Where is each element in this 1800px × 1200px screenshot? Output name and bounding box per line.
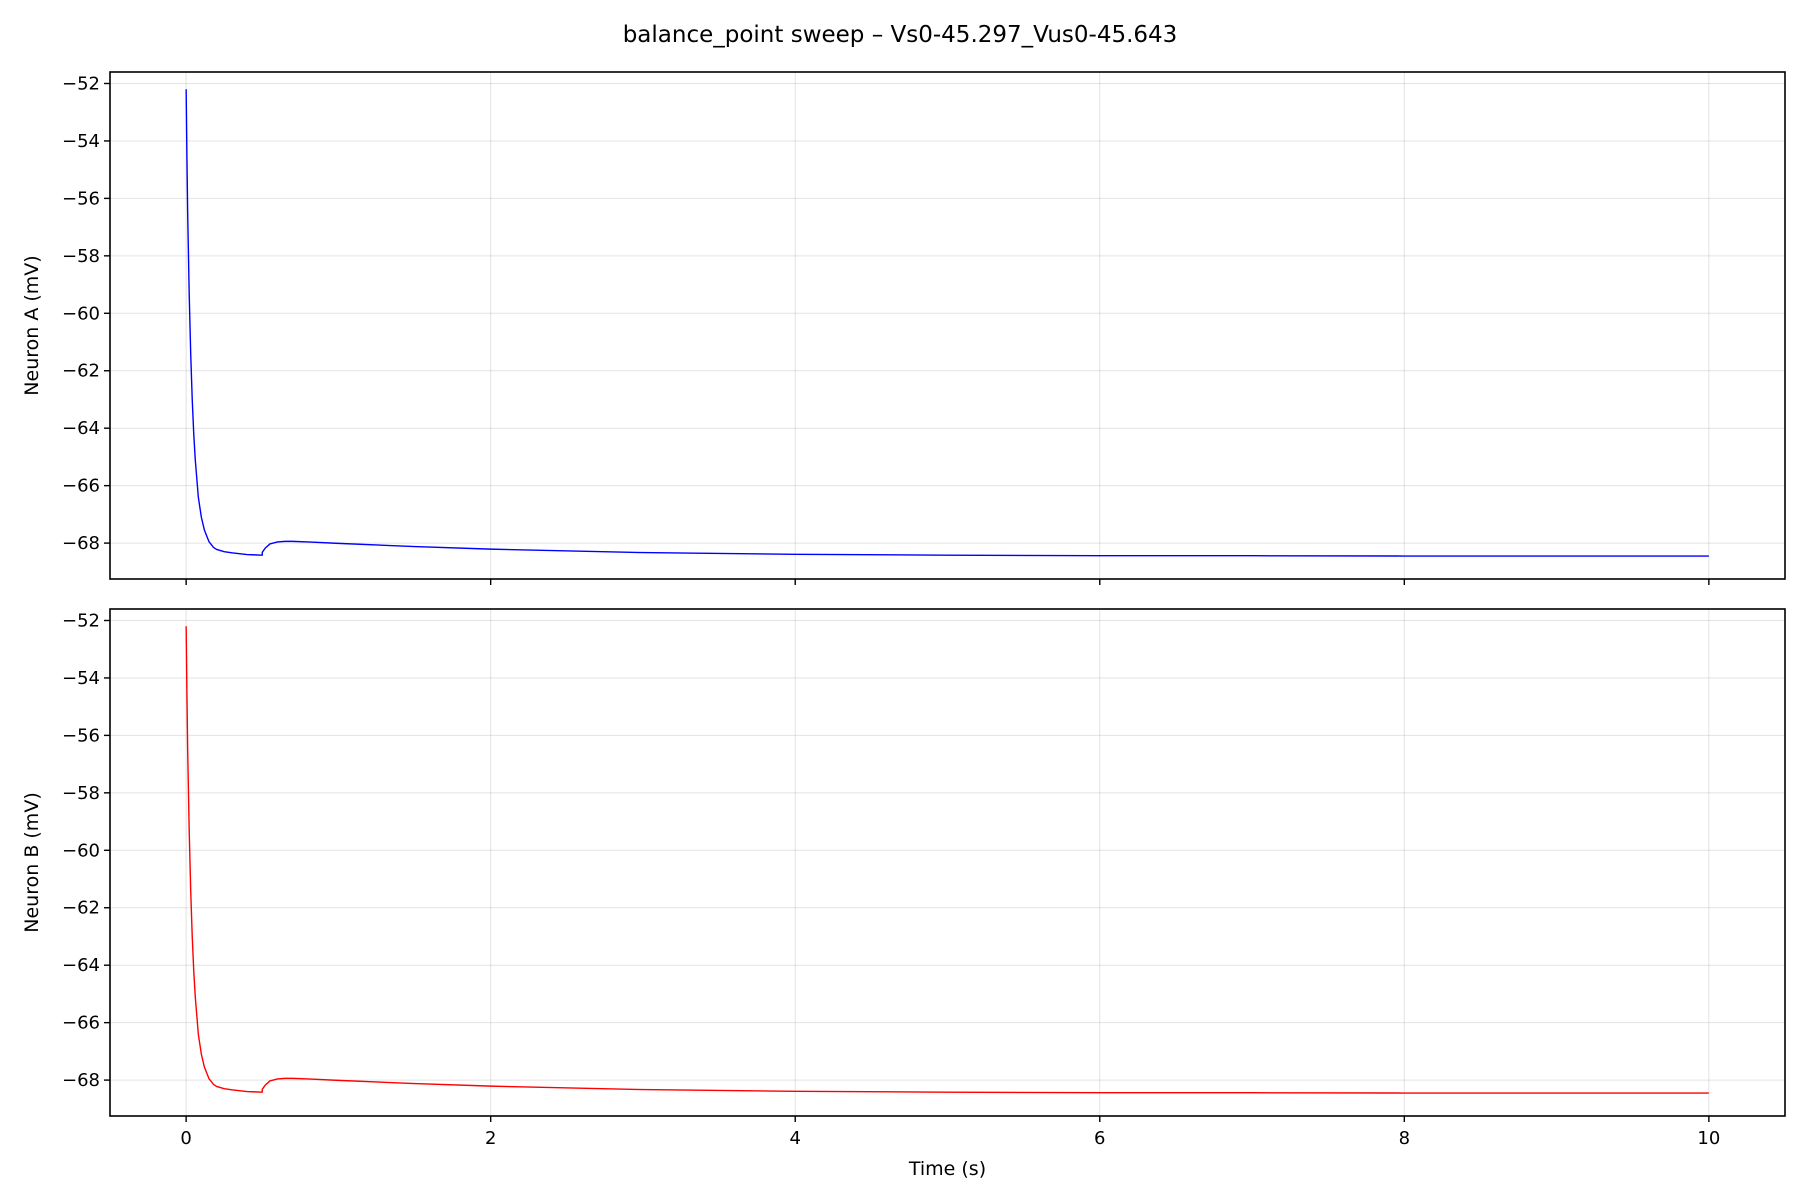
y-tick-label: −62	[62, 361, 100, 382]
y-axis-label: Neuron A (mV)	[21, 255, 43, 395]
plot-frame	[109, 71, 1786, 580]
series-line	[185, 626, 1709, 1094]
y-tick-label: −54	[62, 668, 100, 689]
y-tick-label: −58	[62, 246, 100, 267]
x-tick-label: 0	[180, 1128, 191, 1149]
y-tick-label: −64	[62, 418, 100, 439]
x-axis-label: Time (s)	[908, 1158, 986, 1180]
y-tick-label: −58	[62, 783, 100, 804]
y-tick-label: −56	[62, 188, 100, 209]
series-line	[185, 89, 1709, 557]
y-tick-label: −56	[62, 725, 100, 746]
x-tick-label: 6	[1094, 1128, 1105, 1149]
y-tick-label: −68	[62, 1070, 100, 1091]
plot-frame	[109, 608, 1786, 1117]
panel-neuron-b: 0 2 4 6 8 10 −52 −54 −56 −58 −60 −62 −64 −66 −68 Neuron…	[21, 608, 1786, 1180]
y-tick-label: −62	[62, 898, 100, 919]
x-tick-label: 10	[1697, 1128, 1720, 1149]
y-tick-label: −60	[62, 840, 100, 861]
y-tick-label: −64	[62, 955, 100, 976]
x-tick-label: 4	[790, 1128, 801, 1149]
panel-neuron-a: −52 −54 −56 −58 −60 −62 −64 −66 −68 Neuron A (mV)	[21, 71, 1786, 585]
y-tick-label: −60	[62, 303, 100, 324]
y-tick-label: −66	[62, 1013, 100, 1034]
x-tick-label: 8	[1399, 1128, 1410, 1149]
figure-title: balance_point sweep – Vs0-45.297_Vus0-45…	[623, 22, 1178, 48]
y-tick-label: −52	[62, 73, 100, 94]
y-tick-label: −52	[62, 610, 100, 631]
y-tick-label: −68	[62, 533, 100, 554]
y-axis-label: Neuron B (mV)	[21, 792, 43, 932]
y-tick-label: −66	[62, 476, 100, 497]
y-tick-label: −54	[62, 131, 100, 152]
x-tick-label: 2	[485, 1128, 496, 1149]
